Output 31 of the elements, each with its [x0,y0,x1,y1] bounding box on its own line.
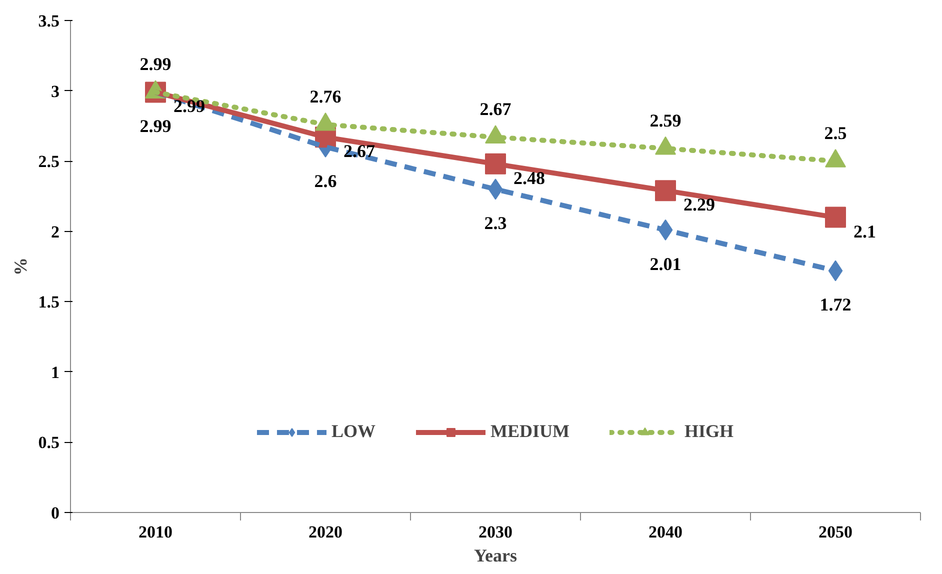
data-label: 2.6 [314,171,337,192]
x-tick-label: 2020 [308,522,342,542]
y-tick-label: 0 [51,504,60,522]
y-tick-label: 0.5 [38,433,60,452]
x-tick-label: 2050 [818,522,852,542]
x-tick-label: 2040 [648,522,682,542]
data-label: 1.72 [820,294,852,315]
data-label: 2.99 [140,116,172,136]
y-tick-label: 3.5 [38,12,60,30]
data-label: 2.01 [650,254,682,274]
y-tick-label: 1.5 [38,292,60,312]
x-axis-title: Years [474,546,518,566]
y-axis-title: % [10,258,30,276]
y-tick-label: 1 [51,362,60,382]
data-label: 2.5 [824,123,847,144]
legend-label: HIGH [684,421,734,442]
data-label: 2.99 [140,54,172,74]
legend-label: LOW [331,421,376,442]
data-label: 2.3 [484,213,507,234]
data-label: 2.48 [514,168,545,188]
data-label: 2.67 [480,99,512,120]
data-label: 2.59 [650,110,682,130]
y-tick-label: 3 [51,82,60,101]
x-tick-label: 2010 [138,522,172,542]
legend-label: MEDIUM [490,421,570,442]
x-tick-label: 2030 [478,522,512,542]
data-label: 2.1 [854,221,876,242]
data-label: 2.29 [684,194,715,215]
data-label: 2.76 [310,86,342,107]
y-tick-label: 2 [51,222,60,242]
y-tick-label: 2.5 [38,152,60,172]
